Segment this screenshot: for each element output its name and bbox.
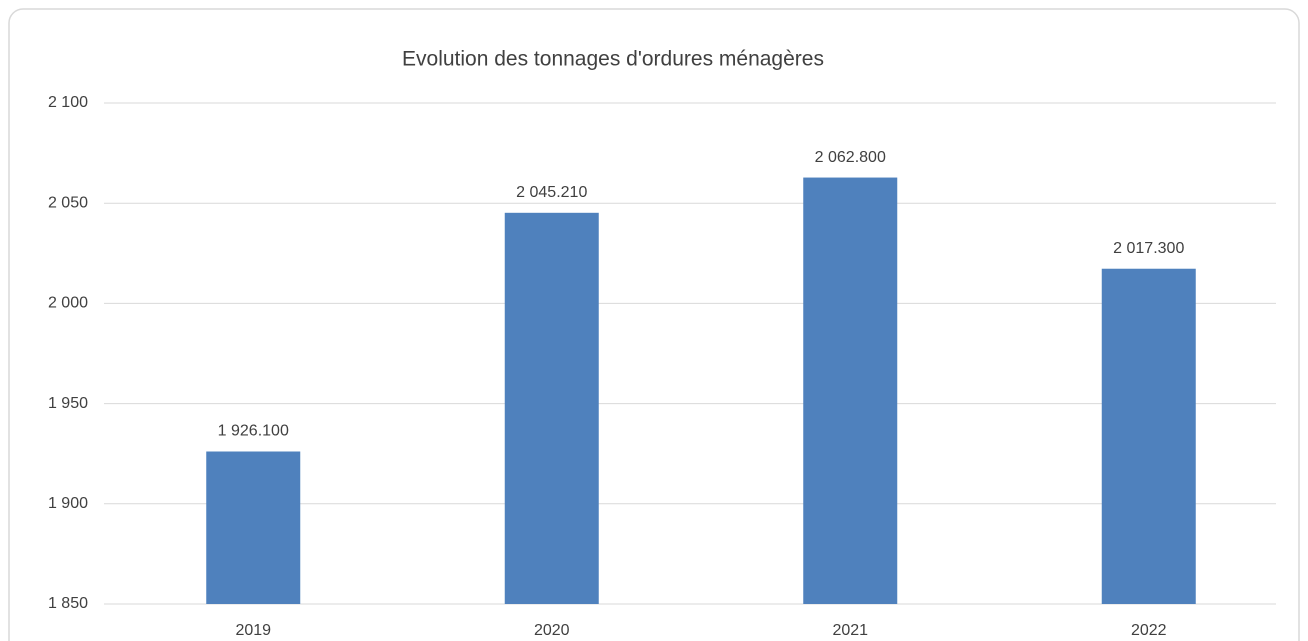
data-label: 2 062.800 (815, 149, 886, 166)
y-tick-label: 2 100 (48, 94, 88, 111)
data-label: 1 926.100 (218, 423, 289, 440)
bar (504, 212, 599, 604)
x-tick-label: 2022 (1131, 622, 1167, 639)
chart-title: Evolution des tonnages d'ordures ménagèr… (402, 48, 824, 71)
y-tick-label: 1 850 (48, 595, 88, 612)
x-tick-label: 2020 (534, 622, 570, 639)
data-label: 2 045.210 (516, 184, 587, 201)
chart-frame (8, 8, 1300, 641)
y-tick-label: 1 950 (48, 395, 88, 412)
y-tick-label: 2 000 (48, 295, 88, 312)
y-tick-label: 2 050 (48, 194, 88, 211)
x-tick-label: 2021 (832, 622, 868, 639)
data-label: 2 017.300 (1113, 240, 1184, 257)
x-tick-label: 2019 (235, 622, 271, 639)
y-tick-label: 1 900 (48, 495, 88, 512)
bar (206, 451, 301, 604)
bar (1101, 268, 1196, 604)
bar (803, 177, 898, 604)
